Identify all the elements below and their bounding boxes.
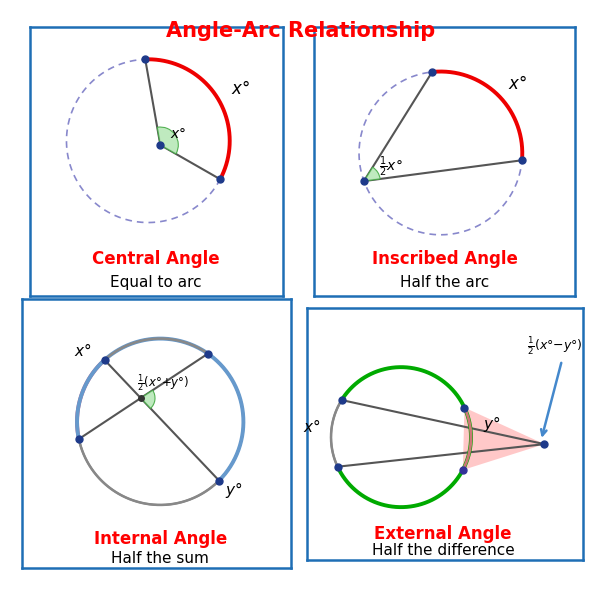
Text: $x$°: $x$° [508, 75, 527, 94]
Text: $\frac{1}{2}(x$°$-y$°$)$: $\frac{1}{2}(x$°$-y$°$)$ [527, 334, 583, 356]
Text: $\frac{1}{2}x$°: $\frac{1}{2}x$° [379, 154, 403, 179]
Wedge shape [157, 127, 178, 154]
Text: External Angle: External Angle [374, 525, 511, 543]
Text: Half the arc: Half the arc [400, 275, 489, 289]
Text: Equal to arc: Equal to arc [111, 275, 202, 289]
Text: $y$°: $y$° [225, 480, 243, 500]
Text: Half the sum: Half the sum [111, 551, 209, 565]
Text: $x$°: $x$° [303, 418, 321, 435]
Text: $x$°: $x$° [231, 80, 250, 98]
Text: Central Angle: Central Angle [93, 250, 220, 268]
Text: $\frac{1}{2}(x$°$+y$°$)$: $\frac{1}{2}(x$°$+y$°$)$ [137, 372, 189, 394]
Wedge shape [141, 390, 155, 408]
Text: $x$°: $x$° [170, 127, 186, 141]
Polygon shape [463, 407, 545, 470]
Text: $y$°: $y$° [483, 414, 501, 433]
Text: Angle-Arc Relationship: Angle-Arc Relationship [166, 21, 435, 41]
Text: $x$°: $x$° [75, 342, 92, 359]
Text: Internal Angle: Internal Angle [94, 530, 227, 548]
Text: Half the difference: Half the difference [371, 543, 514, 558]
Wedge shape [364, 167, 380, 181]
Text: Inscribed Angle: Inscribed Angle [372, 250, 517, 268]
